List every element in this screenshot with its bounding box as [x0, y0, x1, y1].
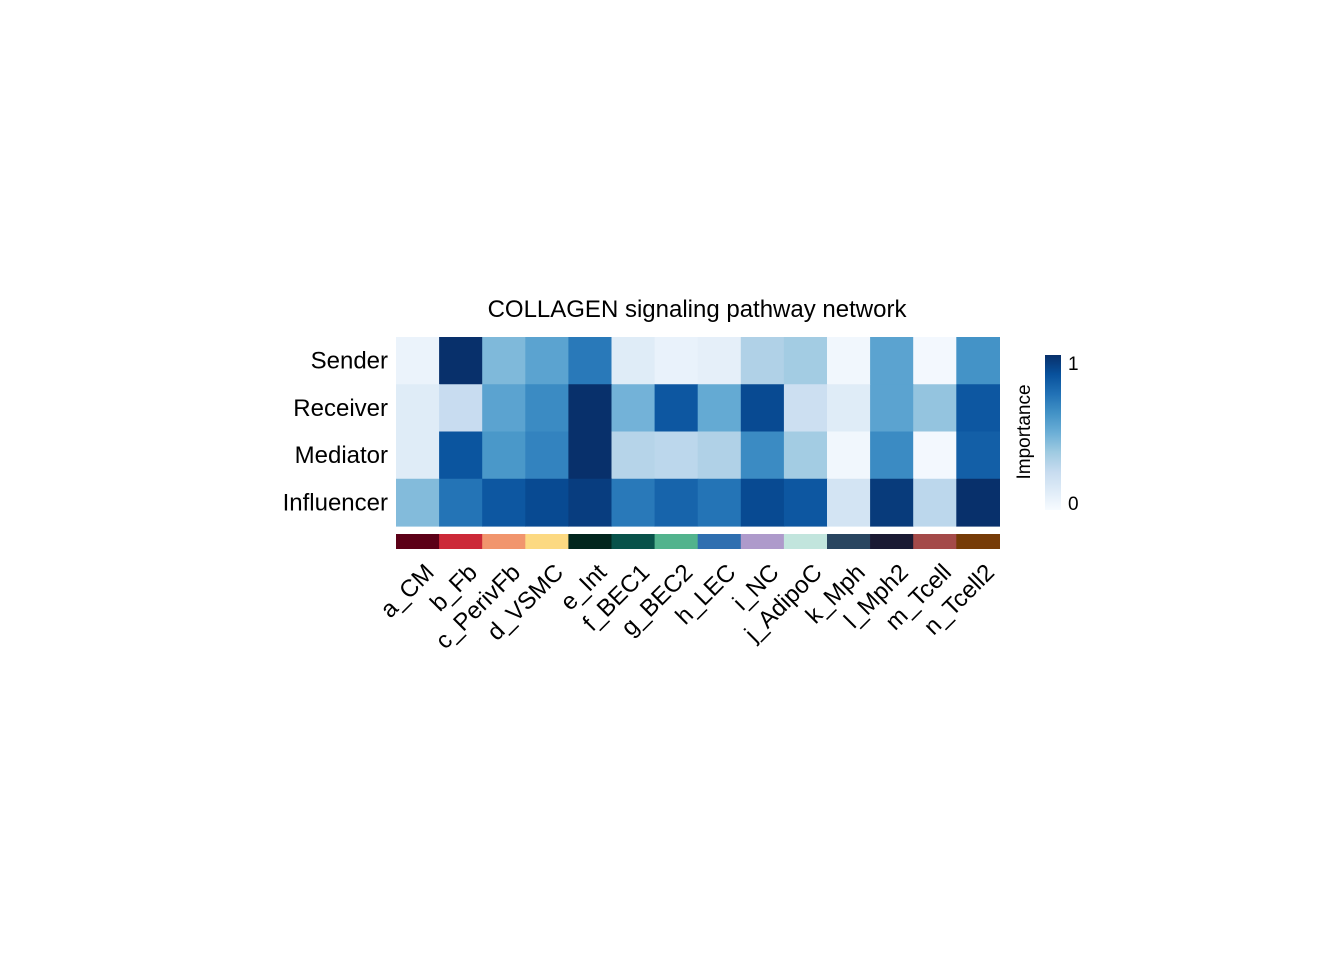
row-label: Mediator: [295, 442, 388, 469]
heatmap-cell: [870, 431, 914, 480]
heatmap-cell: [568, 384, 613, 433]
group-color-swatch: [827, 534, 871, 549]
heatmap-cell: [913, 384, 957, 433]
heatmap-cell: [611, 478, 656, 527]
heatmap-cell: [482, 431, 526, 480]
group-color-swatch: [956, 534, 1000, 549]
group-color-swatch: [568, 534, 613, 549]
heatmap-cell: [525, 431, 569, 480]
heatmap-cell: [827, 478, 871, 527]
heatmap-cell: [740, 431, 785, 480]
group-color-swatch: [697, 534, 742, 549]
heatmap-cell: [396, 431, 440, 480]
colorbar-tick-min: 0: [1068, 494, 1079, 515]
heatmap-cell: [611, 337, 656, 385]
heatmap-cell: [870, 384, 914, 433]
heatmap-cell: [525, 478, 569, 527]
heatmap-cell: [827, 384, 871, 433]
heatmap-cell: [913, 431, 957, 480]
heatmap-cell: [396, 478, 440, 527]
heatmap-cell: [697, 431, 742, 480]
heatmap-cell: [913, 478, 957, 527]
heatmap-cell: [697, 478, 742, 527]
heatmap-cell: [827, 431, 871, 480]
heatmap-cell: [439, 337, 483, 385]
row-label: Sender: [311, 348, 388, 375]
heatmap-cell: [396, 337, 440, 385]
group-color-swatch: [611, 534, 656, 549]
heatmap-cell: [439, 384, 483, 433]
heatmap-cell: [827, 337, 871, 385]
heatmap-cell: [956, 478, 1000, 527]
heatmap-cell: [396, 384, 440, 433]
heatmap-cell: [783, 384, 828, 433]
group-color-swatch: [439, 534, 483, 549]
chart-title: COLLAGEN signaling pathway network: [488, 296, 908, 323]
group-color-swatch: [740, 534, 785, 549]
row-label: Receiver: [293, 395, 388, 422]
colorbar: 1 0 Importance: [1014, 354, 1079, 515]
group-color-swatch: [913, 534, 957, 549]
group-color-swatch: [482, 534, 526, 549]
row-label: Influencer: [283, 489, 388, 516]
heatmap-cell: [482, 478, 526, 527]
heatmap-cells: [396, 337, 1000, 527]
heatmap-cell: [697, 384, 742, 433]
heatmap-cell: [482, 337, 526, 385]
row-labels: Sender Receiver Mediator Influencer: [283, 348, 388, 517]
heatmap-cell: [525, 384, 569, 433]
colorbar-gradient: [1045, 355, 1061, 510]
heatmap-cell: [654, 337, 699, 385]
heatmap-cell: [740, 384, 785, 433]
heatmap-cell: [611, 384, 656, 433]
colorbar-tick-max: 1: [1068, 354, 1079, 375]
heatmap-cell: [697, 337, 742, 385]
heatmap-cell: [439, 431, 483, 480]
heatmap-cell: [611, 431, 656, 480]
heatmap-cell: [568, 478, 613, 527]
column-labels: a_CMb_Fbc_PerivFbd_VSMCe_Intf_BEC1g_BEC2…: [375, 559, 1000, 655]
heatmap-cell: [568, 337, 613, 385]
heatmap-cell: [956, 431, 1000, 480]
heatmap-cell: [740, 478, 785, 527]
heatmap-cell: [654, 478, 699, 527]
colorbar-label: Importance: [1014, 384, 1035, 479]
group-color-swatch: [783, 534, 828, 549]
heatmap-cell: [740, 337, 785, 385]
heatmap-cell: [956, 337, 1000, 385]
heatmap-cell: [783, 431, 828, 480]
group-color-bar: [396, 534, 1000, 549]
heatmap-cell: [525, 337, 569, 385]
heatmap-cell: [956, 384, 1000, 433]
group-color-swatch: [870, 534, 914, 549]
group-color-swatch: [525, 534, 569, 549]
column-label: a_CM: [375, 559, 439, 623]
heatmap-cell: [870, 478, 914, 527]
heatmap-cell: [870, 337, 914, 385]
heatmap-cell: [439, 478, 483, 527]
heatmap-cell: [568, 431, 613, 480]
heatmap-cell: [783, 337, 828, 385]
heatmap-cell: [654, 384, 699, 433]
heatmap-cell: [913, 337, 957, 385]
heatmap-cell: [482, 384, 526, 433]
heatmap-cell: [783, 478, 828, 527]
group-color-swatch: [654, 534, 699, 549]
heatmap-cell: [654, 431, 699, 480]
group-color-swatch: [396, 534, 440, 549]
